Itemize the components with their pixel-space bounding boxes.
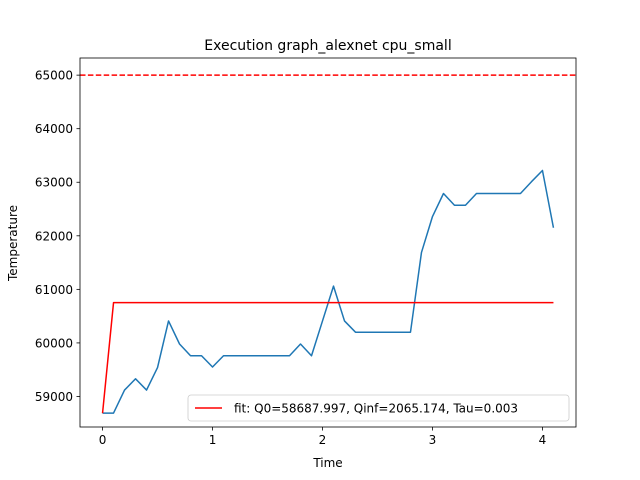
chart-title: Execution graph_alexnet cpu_small (204, 38, 451, 54)
y-tick-label: 62000 (35, 229, 73, 243)
legend-label: fit: Q0=58687.997, Qinf=2065.174, Tau=0.… (234, 402, 518, 416)
axes-frame (79, 57, 577, 428)
series-group (80, 74, 576, 414)
plot-area (79, 57, 577, 428)
y-tick-label: 65000 (35, 69, 73, 83)
x-axis: 0 1 2 3 4 (99, 427, 547, 447)
fit-line (101, 301, 554, 414)
legend-box (187, 394, 570, 422)
x-tick-label: 2 (319, 433, 327, 447)
y-axis-label: Temperature (6, 205, 20, 282)
legend: fit: Q0=58687.997, Qinf=2065.174, Tau=0.… (187, 394, 570, 422)
y-tick-label: 61000 (35, 283, 73, 297)
y-tick-label: 64000 (35, 122, 73, 136)
temperature-line (102, 169, 555, 414)
y-tick-label: 60000 (35, 336, 73, 350)
x-tick-label: 3 (429, 433, 437, 447)
y-tick-label: 59000 (35, 390, 73, 404)
x-tick-label: 4 (539, 433, 547, 447)
x-axis-label: Time (312, 456, 342, 470)
y-axis: 59000 60000 61000 62000 63000 64000 65000 (35, 69, 80, 404)
x-tick-label: 1 (209, 433, 217, 447)
x-tick-label: 0 (99, 433, 107, 447)
y-tick-label: 63000 (35, 176, 73, 190)
